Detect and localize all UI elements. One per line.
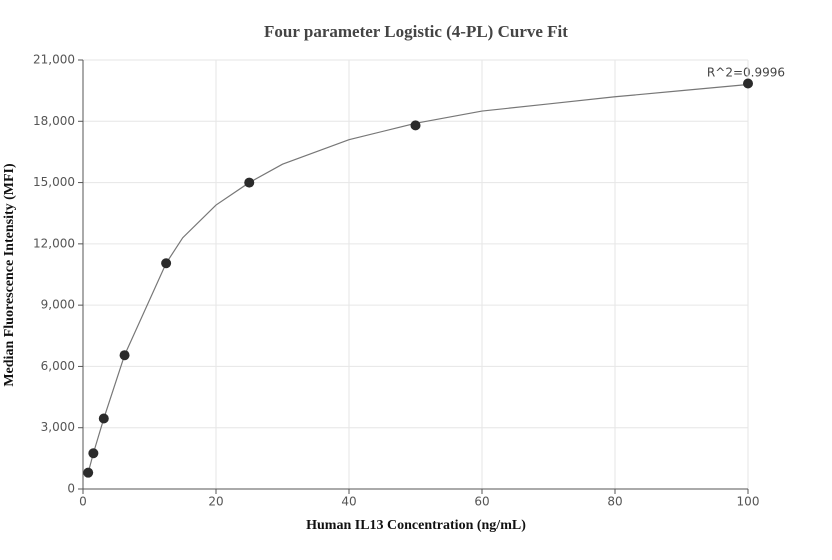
y-tick-label: 15,000 — [33, 175, 75, 189]
y-tick-label: 3,000 — [41, 420, 75, 434]
x-tick-label: 60 — [474, 495, 489, 509]
y-tick-label: 21,000 — [33, 53, 75, 67]
fit-curve — [87, 83, 749, 473]
x-tick-label: 40 — [341, 495, 356, 509]
data-point — [244, 177, 255, 188]
data-point — [119, 350, 130, 361]
data-point — [98, 413, 109, 424]
data-point — [83, 467, 94, 478]
y-tick-label: 12,000 — [33, 236, 75, 250]
y-tick-label: 0 — [67, 482, 75, 496]
data-point — [410, 120, 421, 131]
data-point — [161, 258, 172, 269]
x-tick-label: 100 — [737, 495, 760, 509]
data-point — [88, 448, 99, 459]
x-tick-label: 20 — [208, 495, 223, 509]
x-tick-label: 0 — [79, 495, 87, 509]
annotation: R^2=0.9996 — [707, 66, 785, 80]
data-point — [743, 78, 753, 89]
y-tick-label: 9,000 — [41, 298, 75, 312]
chart-title: Four parameter Logistic (4-PL) Curve Fit — [264, 22, 568, 41]
x-axis-label: Human IL13 Concentration (ng/mL) — [306, 518, 526, 533]
y-tick-label: 6,000 — [41, 359, 75, 373]
x-tick-label: 80 — [607, 495, 622, 509]
y-axis-label: Median Fluorescence Intensity (MFI) — [2, 163, 17, 387]
y-tick-label: 18,000 — [33, 114, 75, 128]
